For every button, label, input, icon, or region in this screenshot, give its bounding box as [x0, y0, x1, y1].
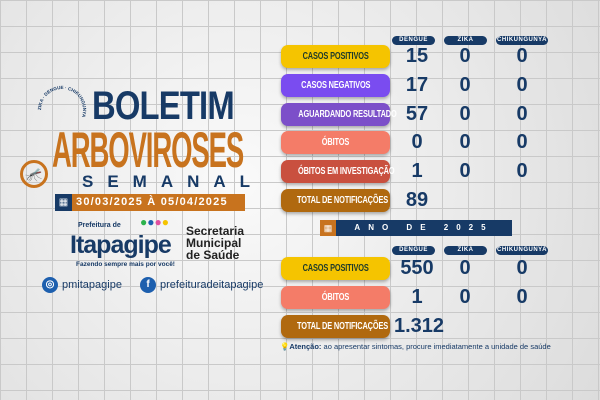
row-label: ÓBITOS: [321, 292, 350, 303]
ring-text: ZIKA · DENGUE · CHIKUNGUNYA: [37, 85, 87, 119]
calendar-icon: ▦: [320, 220, 336, 236]
logo-slogan: Fazendo sempre mais por você!: [76, 261, 175, 268]
row-value: 0: [516, 286, 528, 308]
row-label: CASOS NEGATIVOS: [300, 79, 371, 91]
attention-text: ao apresentar sintomas, procure imediata…: [321, 342, 551, 351]
column-header: ZIKA: [444, 36, 487, 45]
row-value: 1: [411, 160, 423, 183]
row-value: 0: [516, 45, 528, 67]
row-label: TOTAL DE NOTIFICAÇÕES: [296, 195, 389, 206]
row-label: CASOS POSITIVOS: [302, 51, 369, 62]
row-label: ÓBITOS: [321, 137, 350, 149]
year-title: ANO DE 2025: [336, 220, 512, 236]
row-label-pill: CASOS NEGATIVOS: [281, 73, 390, 97]
row-label-pill: ÓBITOS: [281, 286, 390, 309]
row-value: 0: [516, 160, 528, 183]
title-boletim: BOLETIM: [92, 84, 235, 128]
facebook-link[interactable]: f prefeituradeitapagipe: [140, 277, 263, 293]
row-value: 0: [411, 131, 423, 154]
lightbulb-icon: 💡: [280, 342, 290, 351]
instagram-link[interactable]: ◎ pmitapagipe: [42, 277, 122, 293]
title-arboviroses: ARBOVIROSES: [52, 122, 244, 178]
row-value: 0: [459, 102, 471, 125]
secretaria-line: Secretaria: [186, 224, 245, 238]
logo-prefix: Prefeitura de: [78, 222, 121, 229]
svg-text:ZIKA · DENGUE · CHIKUNGUNYA: ZIKA · DENGUE · CHIKUNGUNYA: [37, 85, 87, 119]
date-range-bar: ▦ 30/03/2025 À 05/04/2025: [55, 194, 245, 211]
year-bar: ▦ ANO DE 2025: [320, 220, 512, 236]
row-label-pill: AGUARDANDO RESULTADO: [281, 102, 397, 126]
row-value: 0: [516, 102, 528, 125]
row-value: 17: [405, 73, 429, 96]
attention-note: 💡Atenção: ao apresentar sintomas, procur…: [280, 342, 551, 351]
row-value: 0: [459, 160, 471, 183]
row-value: 15: [405, 45, 429, 67]
column-header: DENGUE: [392, 246, 435, 255]
title-semanal: SEMANAL: [82, 172, 265, 191]
row-value: 0: [459, 131, 471, 154]
column-header: ZIKA: [444, 246, 487, 255]
column-header: CHIKUNGUNYA: [496, 246, 548, 255]
instagram-icon: ◎: [42, 277, 58, 293]
attention-label: Atenção:: [289, 342, 322, 351]
secretaria-line: Municipal: [186, 236, 242, 250]
row-label: AGUARDANDO RESULTADO: [298, 108, 397, 120]
row-value: 1.312: [394, 315, 445, 337]
row-value: 0: [459, 73, 471, 96]
facebook-handle: prefeituradeitapagipe: [160, 279, 264, 291]
row-value: 0: [459, 45, 471, 67]
calendar-icon: ▦: [55, 194, 72, 211]
facebook-icon: f: [140, 277, 156, 293]
row-value: 89: [405, 189, 429, 211]
secretaria-logo: Secretaria Municipal de Saúde: [186, 225, 244, 261]
row-value: 0: [516, 257, 528, 279]
secretaria-line: de Saúde: [186, 248, 240, 262]
column-header: DENGUE: [392, 36, 435, 45]
row-label-pill: CASOS POSITIVOS: [281, 45, 390, 68]
row-label: TOTAL DE NOTIFICAÇÕES: [296, 321, 389, 332]
no-mosquito-icon: 🦟: [20, 160, 48, 188]
row-value: 0: [516, 73, 528, 96]
ring-text-badge: ZIKA · DENGUE · CHIKUNGUNYA: [37, 85, 87, 119]
row-value: 1: [411, 286, 423, 308]
logo-name: Itapagipe: [70, 231, 172, 259]
date-range: 30/03/2025 À 05/04/2025: [76, 196, 228, 208]
row-label: ÓBITOS EM INVESTIGAÇÃO: [297, 166, 395, 178]
row-value: 57: [405, 102, 429, 125]
logo-people-icon: ●●●●: [140, 215, 169, 229]
row-value: 0: [459, 257, 471, 279]
row-label-pill: ÓBITOS: [281, 131, 390, 155]
row-label: CASOS POSITIVOS: [302, 263, 369, 274]
column-header: CHIKUNGUNYA: [496, 36, 548, 45]
row-label-pill: TOTAL DE NOTIFICAÇÕES: [281, 315, 390, 338]
instagram-handle: pmitapagipe: [62, 279, 122, 291]
row-label-pill: ÓBITOS EM INVESTIGAÇÃO: [281, 160, 395, 184]
row-value: 0: [516, 131, 528, 154]
row-label-pill: TOTAL DE NOTIFICAÇÕES: [281, 189, 390, 212]
row-value: 0: [459, 286, 471, 308]
row-label-pill: CASOS POSITIVOS: [281, 257, 390, 280]
row-value: 550: [400, 257, 434, 279]
